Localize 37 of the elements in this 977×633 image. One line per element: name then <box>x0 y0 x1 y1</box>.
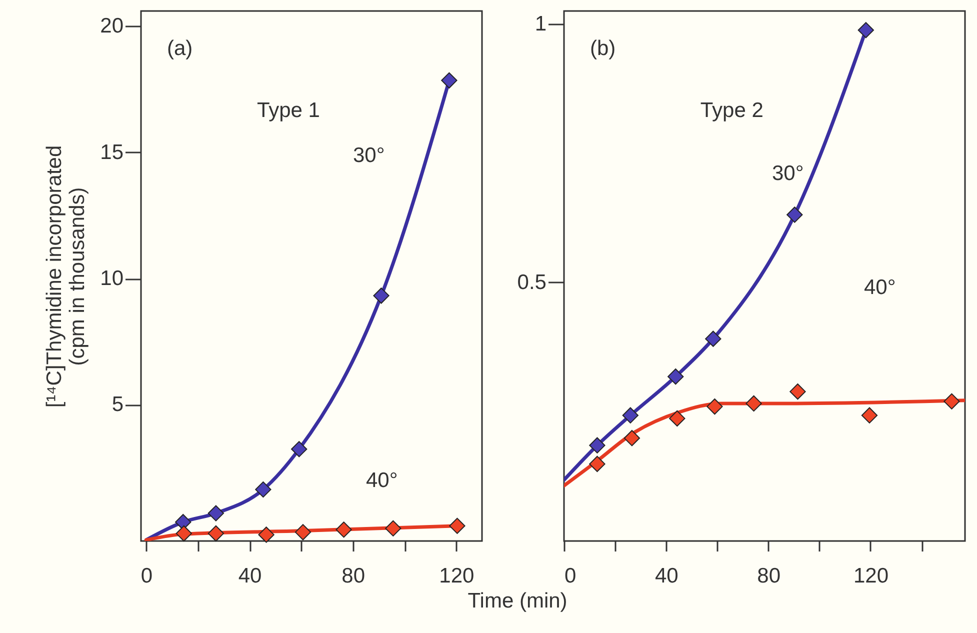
x-tick-label: 80 <box>757 564 781 588</box>
point <box>175 514 192 530</box>
point <box>291 441 308 458</box>
x-tick-label: 40 <box>238 564 262 588</box>
x-axis-title: Time (min) <box>468 590 568 612</box>
point <box>176 525 192 542</box>
x-tick-label: 120 <box>439 564 474 588</box>
point <box>449 518 466 534</box>
x-tick-label: 0 <box>564 564 576 588</box>
point <box>373 288 390 304</box>
text: Type 1 <box>256 99 320 122</box>
point <box>336 522 352 538</box>
x-tick-label: 0 <box>140 564 153 588</box>
point <box>385 520 402 536</box>
text: Type 2 <box>700 99 764 122</box>
text: (b) <box>590 37 616 60</box>
point <box>294 524 312 540</box>
point <box>208 525 224 542</box>
x-tick-label: 40 <box>654 564 678 588</box>
annotation: 40° <box>366 469 398 492</box>
text: (a) <box>167 37 193 60</box>
y-tick-label: 15 <box>100 140 124 164</box>
point <box>441 72 458 88</box>
y-tick-label: 0.5 <box>517 270 546 294</box>
annotation: 30° <box>772 162 804 185</box>
point <box>208 505 224 522</box>
y-tick-label: 10 <box>100 267 124 290</box>
y-tick-label: 5 <box>112 393 124 416</box>
point <box>258 526 274 543</box>
y-axis-title: [¹⁴C]Thymidine incorporated (cpm in thousands) <box>43 145 90 408</box>
point <box>255 481 272 498</box>
annotation: 40° <box>864 276 896 299</box>
x-tick-label: 120 <box>853 564 889 588</box>
y-tick-label: 1 <box>534 12 546 36</box>
x-tick-label: 80 <box>342 564 366 588</box>
y-tick-label: 20 <box>100 14 124 38</box>
annotation: 30° <box>353 144 385 167</box>
